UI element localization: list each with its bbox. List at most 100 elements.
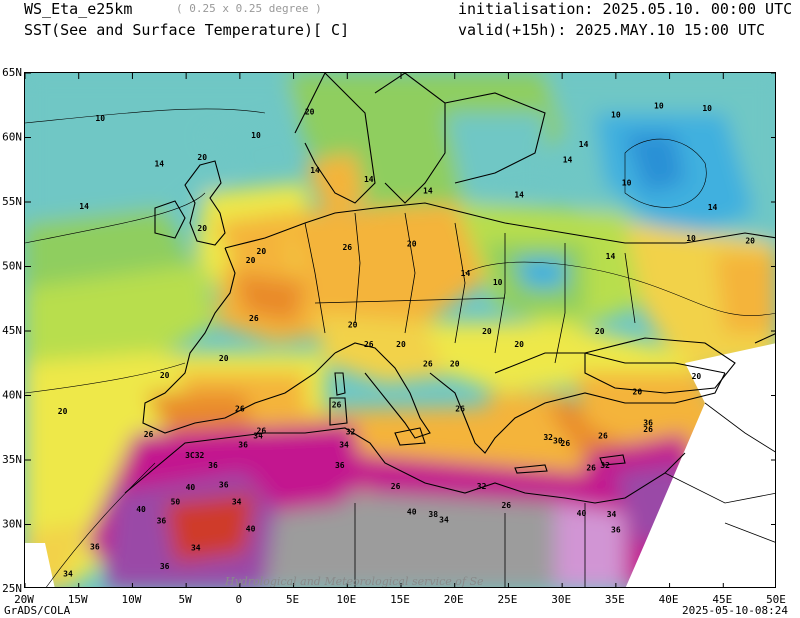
contour-label: 36	[335, 461, 345, 470]
lon-label: 40E	[659, 593, 679, 606]
model-name: WS_Eta_e25km	[24, 0, 133, 18]
contour-label: 14	[708, 203, 718, 212]
contour-label: 20	[58, 407, 68, 416]
contour-label: 34	[339, 441, 349, 450]
contour-label: 34	[63, 570, 73, 579]
contour-label: 40	[136, 505, 146, 514]
contour-label: 20	[633, 388, 643, 397]
lon-label: 15E	[390, 593, 410, 606]
contour-label: 14	[563, 155, 573, 164]
contour-label: 34	[253, 431, 263, 440]
no-data-area-sw	[25, 543, 55, 587]
lon-label: 20E	[444, 593, 464, 606]
contour-label: 38	[428, 510, 438, 519]
contour-label: 26	[501, 501, 511, 510]
lat-label: 25N	[2, 582, 22, 595]
contour-label: 10	[251, 131, 261, 140]
lon-label: 0	[236, 593, 243, 606]
footer-left: GrADS/COLA	[4, 604, 71, 617]
contour-label: 26	[598, 431, 608, 440]
lat-label: 65N	[2, 66, 22, 79]
lon-label: 10W	[121, 593, 141, 606]
contour-label: 20	[514, 340, 524, 349]
lon-label: 5W	[179, 593, 193, 606]
contour-label: 26	[391, 482, 401, 491]
contour-label: 34	[607, 510, 617, 519]
contour-label: 26	[332, 401, 342, 410]
contour-label: 3C32	[185, 451, 204, 460]
contour-label: 34	[191, 544, 201, 553]
contour-label: 10	[95, 114, 105, 123]
contour-label: 36	[219, 481, 229, 490]
contour-label: 20	[305, 108, 315, 117]
contour-label: 26	[364, 340, 374, 349]
contour-label: 34	[439, 515, 449, 524]
map-canvas: 10 10 20 10 10 10 14 20 14 14 14 14 14 14 10 14 20 14 10 20…	[25, 73, 775, 588]
contour-label: 26	[586, 464, 596, 473]
lon-label: 10E	[336, 593, 356, 606]
contour-label: 36	[611, 526, 621, 535]
lon-label: 35E	[605, 593, 625, 606]
initialisation-time: initialisation: 2025.05.10. 00:00 UTC	[458, 0, 793, 18]
contour-label: 20	[246, 256, 256, 265]
lat-label: 35N	[2, 453, 22, 466]
lon-label: 25E	[497, 593, 517, 606]
contour-label: 20	[482, 327, 492, 336]
contour-label: 40	[246, 524, 256, 533]
contour-label: 32	[543, 433, 553, 442]
contour-label: 14	[79, 202, 89, 211]
contour-label: 20	[407, 239, 417, 248]
lat-label: 55N	[2, 195, 22, 208]
contour-label: 20	[745, 237, 755, 246]
contour-label: 26	[423, 359, 433, 368]
contour-label: 14	[461, 269, 471, 278]
contour-label: 26	[342, 243, 352, 252]
contour-label: 20	[219, 354, 229, 363]
contour-label: 26	[455, 404, 465, 413]
lat-label: 60N	[2, 131, 22, 144]
contour-label: 36	[208, 461, 218, 470]
contour-label: 30	[553, 437, 563, 446]
contour-labels: 10 10 20 10 10 10 14 20 14 14 14 14 14 14 10 14 20 14 10 20…	[58, 101, 755, 579]
contour-label: 32	[346, 428, 356, 437]
contour-label: 50	[171, 497, 181, 506]
contour-label: 14	[154, 159, 164, 168]
contour-label: 10	[611, 110, 621, 119]
contour-label: 20	[160, 371, 170, 380]
contour-label: 14	[310, 166, 320, 175]
contour-label: 14	[514, 190, 524, 199]
service-credit: Hydrological and Meteorological service …	[224, 575, 484, 588]
contour-label: 20	[197, 153, 207, 162]
latitude-labels: 65N 60N 55N 50N 45N 40N 35N 30N 25N	[2, 66, 22, 595]
contour-label: 26	[257, 426, 267, 435]
contour-label: 32	[600, 461, 610, 470]
contour-label: 14	[579, 140, 589, 149]
contour-label: 34	[232, 497, 242, 506]
no-data-area	[625, 343, 775, 587]
grid-resolution: ( 0.25 x 0.25 degree )	[176, 2, 322, 15]
contour-label: 20	[595, 327, 605, 336]
contour-label: 36	[157, 517, 167, 526]
sst-map: 10 10 20 10 10 10 14 20 14 14 14 14 14 14 10 14 20 14 10 20…	[24, 72, 776, 588]
contour-label: 20	[197, 224, 207, 233]
contour-label: 26	[561, 439, 571, 448]
contour-label: 20	[692, 372, 702, 381]
contour-label: 10	[686, 234, 696, 243]
contour-label: 10	[702, 104, 712, 113]
contour-lines	[25, 108, 775, 587]
contour-label: 40	[407, 508, 417, 517]
lat-label: 50N	[2, 260, 22, 273]
contour-label: 10	[654, 101, 664, 110]
contour-label: 36	[238, 441, 248, 450]
contour-label: 26	[643, 425, 653, 434]
graticule-ticks	[25, 73, 775, 587]
contour-label: 20	[396, 340, 406, 349]
lat-label: 40N	[2, 389, 22, 402]
field-name: SST(See and Surface Temperature)[ C]	[24, 21, 350, 39]
contour-label: 40	[186, 483, 196, 492]
contour-label: 40	[577, 509, 587, 518]
country-borders	[304, 212, 775, 587]
footer-right: 2025-05-10-08:24	[682, 604, 788, 617]
contour-label: 36	[90, 542, 100, 551]
contour-label: 32	[477, 482, 487, 491]
